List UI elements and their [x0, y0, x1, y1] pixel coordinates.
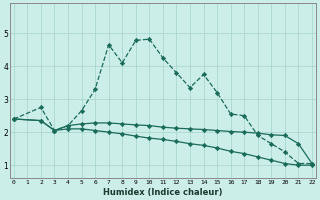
X-axis label: Humidex (Indice chaleur): Humidex (Indice chaleur) — [103, 188, 223, 197]
